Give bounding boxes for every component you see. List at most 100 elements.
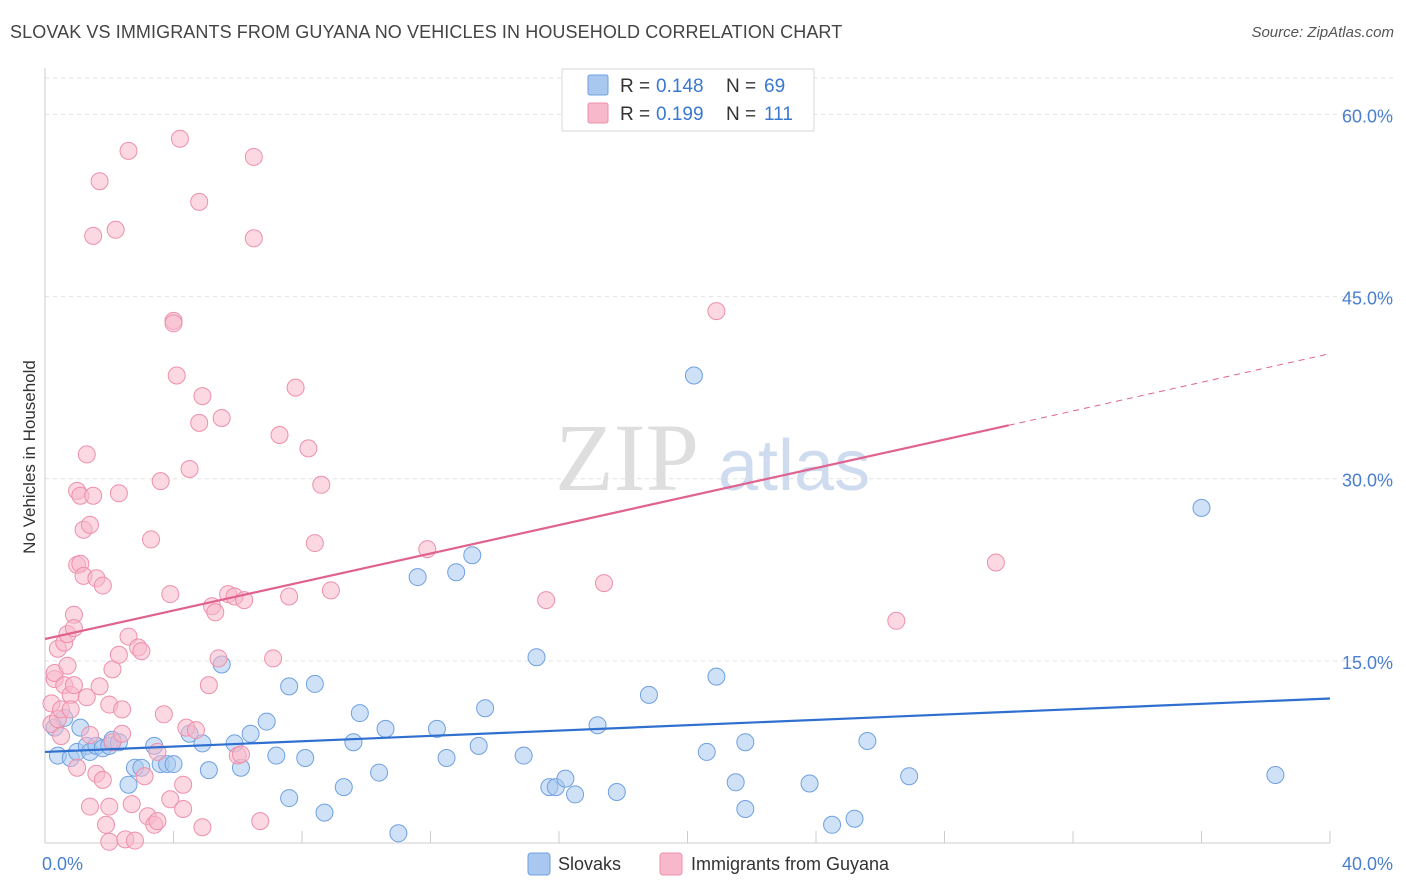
point-slovaks [566,785,585,804]
point-guyana [321,581,340,600]
point-guyana [90,677,109,696]
point-guyana [151,472,170,491]
point-guyana [167,366,186,385]
trend-line-slovaks [44,697,1331,754]
point-guyana [244,147,263,166]
point-slovaks [823,815,842,834]
y-tick-label: 30.0% [1342,471,1393,491]
point-guyana [537,591,556,610]
point-slovaks [527,648,546,667]
point-slovaks [427,719,446,738]
point-slovaks [697,742,716,761]
watermark: ZIP atlas [555,404,870,511]
top-legend-n-label: N = [726,76,756,97]
point-slovaks [305,674,324,693]
point-guyana [164,314,183,333]
point-slovaks [315,803,334,822]
point-guyana [113,724,132,743]
y-tick-label: 60.0% [1342,106,1393,126]
point-guyana [161,790,180,809]
point-slovaks [280,677,299,696]
point-guyana [77,688,96,707]
point-slovaks [376,719,395,738]
point-guyana [312,475,331,494]
top-legend-r-label: R = [620,76,650,97]
point-guyana [199,676,218,695]
point-guyana [280,587,299,606]
point-slovaks [296,749,315,767]
point-slovaks [344,733,363,752]
top-legend-r-value: 0.199 [656,104,704,125]
point-slovaks [736,800,755,818]
point-guyana [270,426,289,444]
point-guyana [61,700,80,719]
trend-lines [44,353,1331,754]
point-guyana [251,812,270,831]
point-guyana [148,812,167,831]
point-slovaks [447,563,466,582]
bottom-legend: Slovaks Immigrants from Guyana [527,852,890,876]
point-guyana [305,534,324,553]
point-guyana [887,611,906,630]
y-axis-title: No Vehicles in Household [20,360,39,554]
point-guyana [299,439,318,458]
x-tick-label: 40.0% [1342,854,1393,874]
legend-swatch-guyana [659,852,683,876]
point-guyana [206,603,225,622]
point-slovaks [476,699,495,718]
point-guyana [174,800,193,818]
point-slovaks [350,704,369,723]
axes [44,68,1331,844]
top-legend-swatch [587,74,609,96]
point-guyana [244,229,263,248]
point-slovaks [370,763,389,782]
point-guyana [77,445,96,464]
data-points [42,129,1285,851]
point-guyana [135,767,154,786]
point-guyana [93,770,112,789]
point-guyana [174,775,193,794]
point-guyana [119,141,138,160]
point-slovaks [463,546,482,565]
point-guyana [93,576,112,595]
point-slovaks [437,749,456,767]
point-guyana [109,645,128,664]
legend-label-guyana: Immigrants from Guyana [691,854,890,874]
point-slovaks [588,716,607,735]
top-legend-r-label: R = [620,104,650,125]
point-slovaks [726,773,745,792]
point-guyana [286,378,305,397]
point-guyana [100,832,119,851]
point-slovaks [707,667,726,686]
point-guyana [986,553,1005,572]
point-guyana [212,409,231,427]
point-guyana [209,649,228,668]
top-legend-r-value: 0.148 [656,76,704,97]
point-slovaks [607,783,626,801]
point-guyana [707,302,726,321]
point-guyana [170,129,189,148]
watermark-zip: ZIP [555,404,699,511]
point-guyana [106,220,125,239]
trend-line-guyana-extension [1008,353,1331,426]
point-guyana [264,649,283,668]
point-guyana [186,721,205,740]
point-guyana [132,642,151,661]
point-slovaks [800,774,819,793]
point-slovaks [1266,766,1285,784]
point-guyana [190,192,209,211]
tick-labels: 15.0% 30.0% 45.0% 60.0% 0.0% 40.0% [42,106,1393,874]
legend-swatch-slovaks [527,852,551,876]
point-slovaks [164,755,183,774]
point-slovaks [845,809,864,828]
point-guyana [231,745,250,764]
top-legend-n-value: 69 [764,76,785,97]
point-guyana [125,831,144,850]
top-legend-swatch [587,102,609,124]
point-guyana [113,700,132,719]
point-guyana [90,172,109,191]
point-guyana [97,815,116,834]
source-credit: Source: ZipAtlas.com [1251,24,1394,41]
point-slovaks [267,746,286,765]
